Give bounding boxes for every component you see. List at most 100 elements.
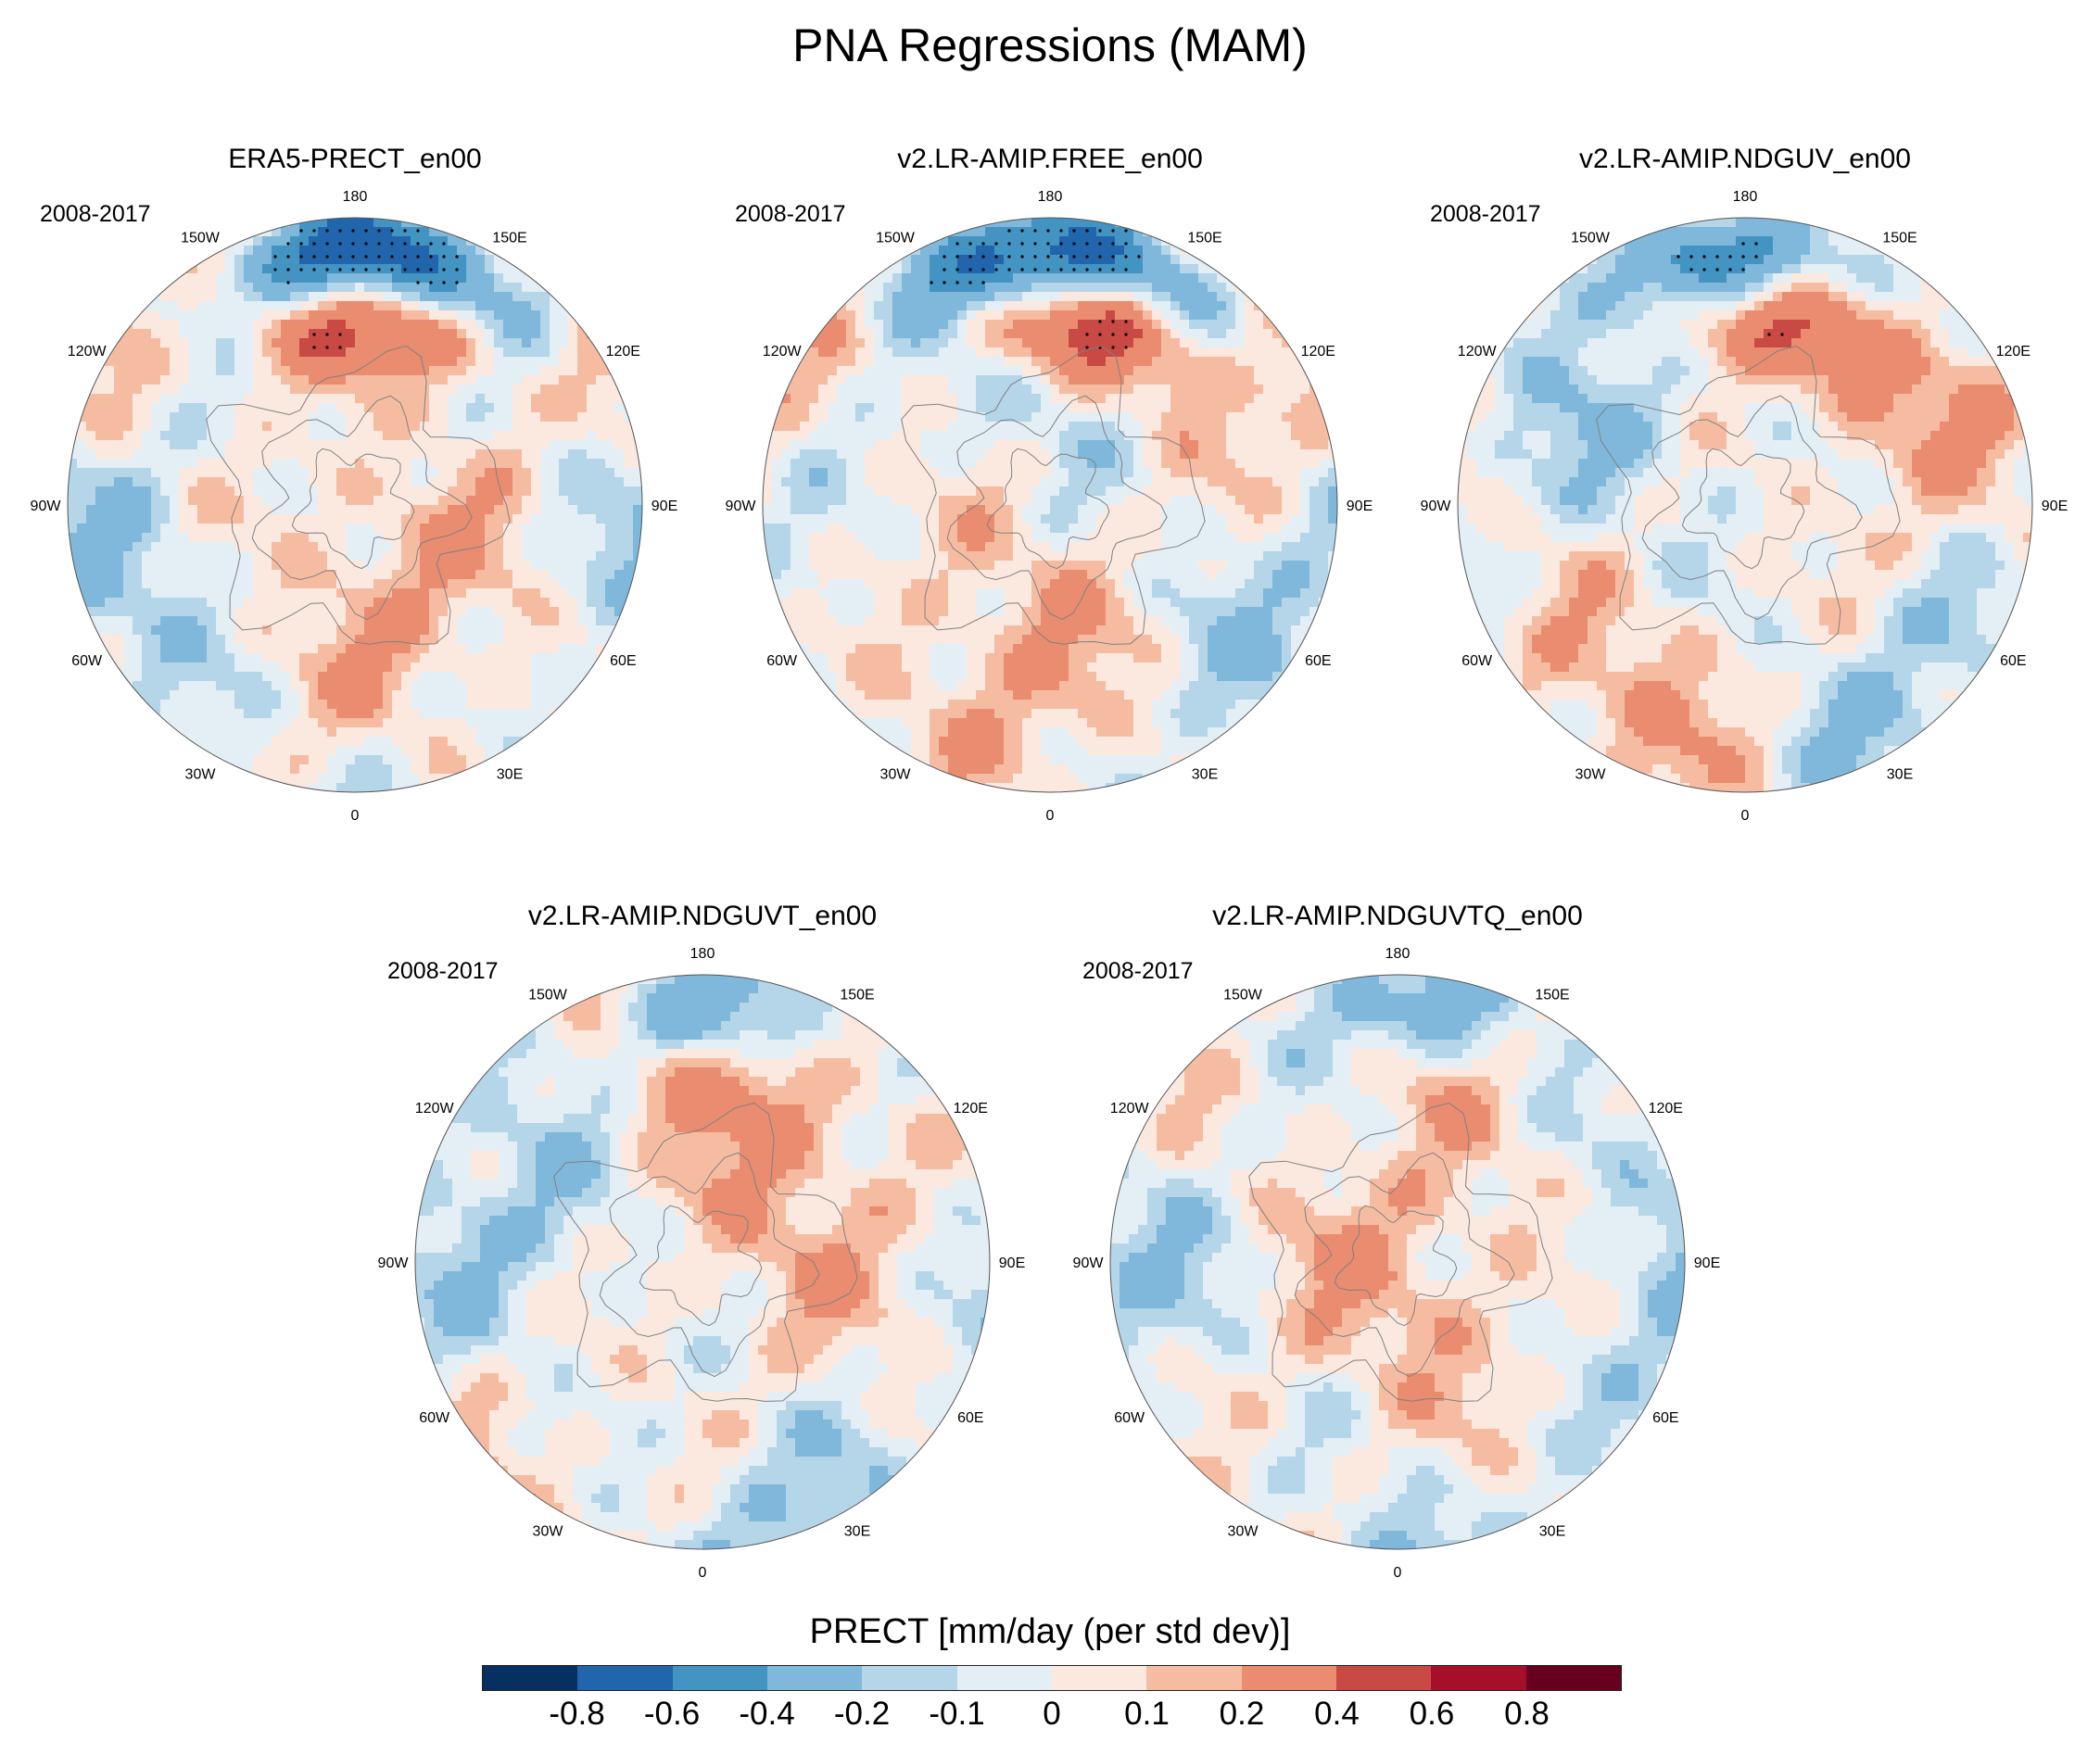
longitude-label: 180 <box>1385 946 1411 962</box>
longitude-label: 150E <box>1882 231 1917 246</box>
colorbar-tick-label: 0.6 <box>1409 1696 1455 1732</box>
coastlines <box>553 1102 858 1402</box>
map-boundary <box>1457 217 2033 793</box>
longitude-label: 60E <box>1305 653 1331 669</box>
longitude-label: 120W <box>1110 1101 1150 1117</box>
longitude-label: 30E <box>1539 1523 1565 1539</box>
longitude-label: 30W <box>533 1523 564 1539</box>
colorbar-box <box>1431 1666 1526 1690</box>
significance-stippling <box>273 229 459 349</box>
longitude-label: 30W <box>185 766 217 782</box>
longitude-label: 0 <box>1741 808 1750 824</box>
longitude-label: 180 <box>1038 189 1063 205</box>
colorbar-box <box>1335 1666 1432 1690</box>
map-panel-era5: ERA5-PRECT_en00 2008-2017 180 150E 120E 90E… <box>31 144 679 829</box>
colorbar-tick-label: 0.4 <box>1314 1696 1360 1732</box>
coastlines <box>206 345 511 645</box>
longitude-label: 90W <box>1421 498 1451 514</box>
longitude-label: 150W <box>1571 231 1611 246</box>
colorbar-box <box>672 1666 767 1690</box>
colorbar-tick-label: -0.8 <box>549 1696 605 1732</box>
precipitation-field <box>415 975 990 1549</box>
longitude-label: 150W <box>181 231 221 246</box>
longitude-label: 30E <box>1192 766 1218 782</box>
longitude-label: 120E <box>954 1101 988 1117</box>
panel-title: v2.LR-AMIP.NDGUVT_en00 <box>527 901 878 931</box>
colorbar-labels: -0.8 -0.6 -0.4 -0.2 -0.1 0 0.1 0.2 0.4 0.6 0.8 <box>482 1696 1622 1742</box>
map-panel-ndguvtq: v2.LR-AMIP.NDGUVTQ_en00 2008-2017 180 150… <box>1073 901 1722 1586</box>
longitude-label: 30E <box>844 1523 870 1539</box>
longitude-label: 90W <box>378 1256 409 1271</box>
panel-period: 2008-2017 <box>1430 201 1541 227</box>
longitude-label: 30E <box>497 766 523 782</box>
longitude-label: 90W <box>1073 1256 1104 1271</box>
longitude-label: 90E <box>999 1256 1025 1271</box>
panel-title: v2.LR-AMIP.NDGUVTQ_en00 <box>1212 901 1583 931</box>
precipitation-field <box>68 218 642 792</box>
colorbar-tick-label: 0.2 <box>1219 1696 1265 1732</box>
map-panel-ndguvt: v2.LR-AMIP.NDGUVT_en00 2008-2017 180 150E… <box>378 901 1027 1586</box>
colorbar-tick-label: 0 <box>1043 1696 1061 1732</box>
figure-title: PNA Regressions (MAM) <box>792 19 1308 71</box>
longitude-label: 30E <box>1887 766 1913 782</box>
colorbar <box>482 1665 1622 1691</box>
longitude-label: 0 <box>699 1565 707 1581</box>
longitude-label: 120W <box>1458 344 1498 360</box>
longitude-label: 120E <box>1301 344 1335 360</box>
longitude-label: 120W <box>68 344 108 360</box>
longitude-label: 150W <box>876 231 916 246</box>
longitude-label: 150E <box>1187 231 1221 246</box>
precipitation-field <box>1110 975 1685 1549</box>
longitude-label: 60W <box>766 653 798 669</box>
panel-title: v2.LR-AMIP.NDGUV_en00 <box>1579 144 1911 174</box>
longitude-label: 150W <box>528 988 568 1003</box>
precipitation-field <box>1458 218 2032 792</box>
longitude-label: 120E <box>1996 344 2030 360</box>
colorbar-tick-label: -0.2 <box>833 1696 891 1732</box>
longitude-label: 150W <box>1223 988 1263 1003</box>
longitude-label: 0 <box>351 808 360 824</box>
colorbar-box <box>577 1666 673 1690</box>
longitude-label: 120E <box>606 344 640 360</box>
longitude-label: 150E <box>492 231 526 246</box>
map-boundary <box>414 974 991 1550</box>
longitude-label: 90E <box>2042 498 2068 514</box>
map-boundary <box>1109 974 1686 1550</box>
longitude-label: 90E <box>652 498 677 514</box>
colorbar-tick-label: 0.1 <box>1124 1696 1170 1732</box>
longitude-label: 60E <box>2000 653 2026 669</box>
longitude-label: 0 <box>1394 1565 1402 1581</box>
longitude-label: 90E <box>1347 498 1373 514</box>
polar-stereographic-map: 180 150E 120E 90E 60E 30E 0 30W 60W 90W 120W 150W <box>726 189 1373 824</box>
polar-stereographic-map: 180 150E 120E 90E 60E 30E 0 30W 60W 90W 120W 150W <box>378 946 1025 1581</box>
coastlines <box>1248 1102 1553 1402</box>
polar-stereographic-map: 180 150E 120E 90E 60E 30E 0 30W 60W 90W 120W 150W <box>1421 189 2068 824</box>
longitude-label: 60W <box>71 653 103 669</box>
map-boundary <box>762 217 1338 793</box>
coastlines <box>1596 345 1901 645</box>
colorbar-box <box>766 1666 863 1690</box>
map-panel-ndguv: v2.LR-AMIP.NDGUV_en00 2008-2017 180 150E 1… <box>1421 144 2069 829</box>
longitude-label: 60E <box>610 653 636 669</box>
colorbar-box <box>1051 1666 1147 1690</box>
longitude-label: 150E <box>1535 988 1569 1003</box>
panel-title: ERA5-PRECT_en00 <box>228 144 482 174</box>
colorbar-tick-label: -0.6 <box>643 1696 701 1732</box>
longitude-label: 0 <box>1046 808 1055 824</box>
longitude-label: 120W <box>415 1101 455 1117</box>
colorbar-box <box>1146 1666 1242 1690</box>
longitude-label: 60W <box>1461 653 1493 669</box>
longitude-label: 90W <box>31 498 61 514</box>
longitude-label: 60E <box>1652 1410 1678 1426</box>
panel-title: v2.LR-AMIP.FREE_en00 <box>897 144 1203 174</box>
panel-period: 2008-2017 <box>387 958 499 984</box>
longitude-label: 90E <box>1694 1256 1720 1271</box>
longitude-label: 180 <box>343 189 368 205</box>
polar-stereographic-map: 180 150E 120E 90E 60E 30E 0 30W 60W 90W 120W 150W <box>31 189 677 824</box>
significance-stippling <box>1676 242 1784 336</box>
precipitation-field <box>763 218 1337 792</box>
longitude-label: 180 <box>690 946 715 962</box>
map-panel-free: v2.LR-AMIP.FREE_en00 2008-2017 180 150E 12… <box>726 144 1374 829</box>
longitude-label: 150E <box>840 988 874 1003</box>
colorbar-tick-label: 0.8 <box>1504 1696 1550 1732</box>
